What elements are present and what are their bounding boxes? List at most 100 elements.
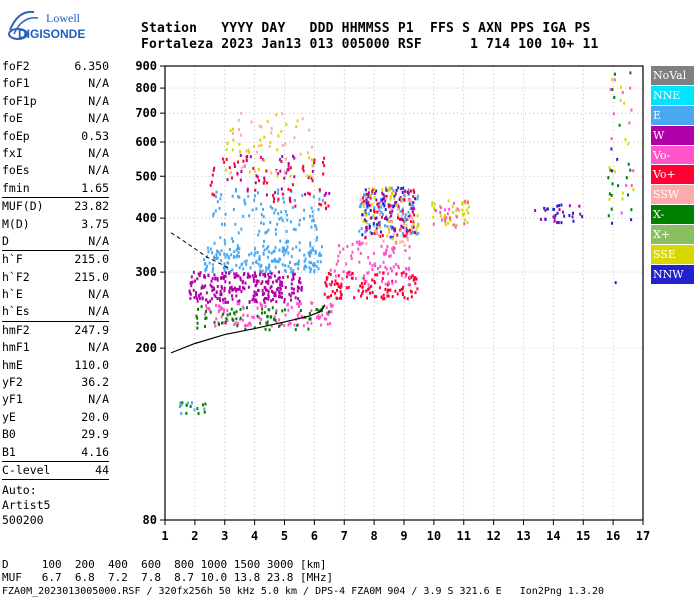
echo-point xyxy=(273,294,276,298)
echo-point xyxy=(405,231,408,235)
echo-point xyxy=(378,225,381,229)
echo-point xyxy=(255,279,258,283)
echo-point xyxy=(377,234,380,238)
param-value: 36.2 xyxy=(81,375,109,390)
echo-point xyxy=(572,219,575,223)
echo-point xyxy=(206,300,209,304)
echo-point xyxy=(374,273,377,277)
echo-point xyxy=(347,273,350,277)
echo-point xyxy=(239,307,242,311)
y-tick-label: 900 xyxy=(135,59,157,73)
echo-point xyxy=(200,305,203,309)
echo-point xyxy=(263,300,266,304)
echo-point xyxy=(611,182,614,186)
echo-point xyxy=(240,263,243,267)
echo-point xyxy=(568,213,571,217)
echo-point xyxy=(325,277,328,281)
echo-point xyxy=(325,284,328,288)
echo-point xyxy=(553,216,556,220)
echo-point xyxy=(307,176,310,180)
echo-point xyxy=(346,271,349,275)
echo-point xyxy=(278,276,281,280)
echo-point xyxy=(283,297,286,301)
echo-point xyxy=(544,208,547,212)
echo-point xyxy=(284,142,287,146)
echo-point xyxy=(266,255,269,259)
echo-point xyxy=(294,328,297,332)
echo-point xyxy=(411,218,414,222)
echo-point xyxy=(237,321,240,325)
echo-point xyxy=(320,253,323,257)
echo-point xyxy=(277,134,280,138)
echo-point xyxy=(375,227,378,231)
param-label: h`F2 xyxy=(2,269,30,284)
echo-point xyxy=(214,324,217,328)
echo-point xyxy=(285,213,288,217)
echo-point xyxy=(283,324,286,328)
echo-point xyxy=(347,285,350,289)
echo-point xyxy=(276,148,279,152)
echo-point xyxy=(258,255,261,259)
echo-point xyxy=(224,212,227,216)
echo-point xyxy=(412,225,415,229)
echo-point xyxy=(368,203,371,207)
echo-point xyxy=(433,202,436,206)
echo-point xyxy=(317,316,320,320)
echo-point xyxy=(364,188,367,192)
echo-point xyxy=(275,300,278,304)
echo-point xyxy=(308,128,311,132)
echo-point xyxy=(236,244,239,248)
echo-point xyxy=(211,173,214,177)
echo-point xyxy=(280,187,283,191)
echo-point xyxy=(324,280,327,284)
echo-point xyxy=(403,222,406,226)
echo-point xyxy=(400,229,403,233)
echo-point xyxy=(180,411,183,415)
echo-point xyxy=(201,403,204,407)
echo-point xyxy=(381,234,384,238)
echo-point xyxy=(232,287,235,291)
echo-point xyxy=(216,200,219,204)
echo-point xyxy=(340,293,343,297)
echo-point xyxy=(205,304,208,308)
echo-point xyxy=(371,268,374,272)
echo-point xyxy=(446,212,449,216)
echo-point xyxy=(629,168,632,172)
echo-point xyxy=(351,250,354,254)
param-row: B0 29.9 xyxy=(2,426,109,443)
echo-point xyxy=(387,203,390,207)
echo-point xyxy=(297,259,300,263)
echo-point xyxy=(226,141,229,145)
echo-point xyxy=(258,257,261,261)
echo-point xyxy=(251,208,254,212)
echo-point xyxy=(355,240,358,244)
echo-point xyxy=(196,299,199,303)
echo-point xyxy=(307,327,310,331)
echo-point xyxy=(228,247,231,251)
echo-point xyxy=(556,211,559,215)
divider xyxy=(2,197,109,199)
echo-point xyxy=(328,191,331,195)
echo-point xyxy=(246,187,249,191)
echo-point xyxy=(257,279,260,283)
echo-point xyxy=(400,187,403,191)
echo-point xyxy=(412,278,415,282)
echo-point xyxy=(401,190,404,194)
echo-point xyxy=(297,262,300,266)
echo-point xyxy=(340,296,343,300)
echo-point xyxy=(348,270,351,274)
echo-point xyxy=(411,274,414,278)
echo-point xyxy=(270,131,273,135)
echo-point xyxy=(275,321,278,325)
echo-point xyxy=(213,293,216,297)
echo-point xyxy=(272,259,275,263)
echo-point xyxy=(319,260,322,264)
echo-point xyxy=(329,272,332,276)
echo-point xyxy=(383,296,386,300)
echo-point xyxy=(391,237,394,241)
echo-point xyxy=(265,280,268,284)
echo-point xyxy=(329,302,332,306)
param-row: foF2 6.350 xyxy=(2,58,109,75)
echo-point xyxy=(410,215,413,219)
echo-point xyxy=(380,211,383,215)
